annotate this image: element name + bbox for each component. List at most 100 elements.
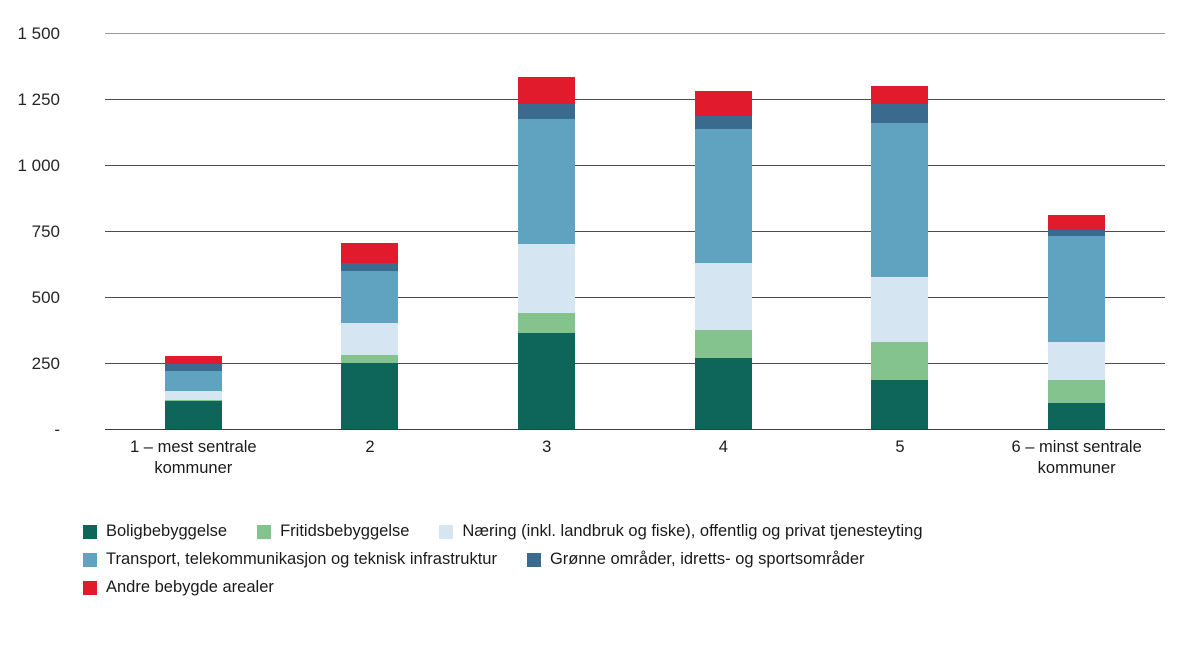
bar-segment — [518, 312, 576, 333]
bar-segment — [1048, 236, 1106, 342]
bar-segment — [1048, 402, 1106, 429]
bar-segment — [1048, 341, 1106, 381]
bar-segment — [871, 122, 929, 278]
bar-slot — [105, 33, 282, 429]
bar-slot — [282, 33, 459, 429]
bar-segment — [164, 390, 222, 400]
stacked-bar — [341, 242, 399, 429]
y-axis-tick-label: 750 — [31, 222, 60, 241]
bar-segment — [164, 364, 222, 371]
bar-segment — [694, 330, 752, 358]
y-axis-tick-label: 1 000 — [17, 156, 60, 175]
bar-segment — [871, 341, 929, 381]
bar-segment — [694, 262, 752, 331]
bar-segment — [164, 399, 222, 402]
chart-plot-wrapper: 1 500 1 250 1 000 750 500 250 - 1 – mest sentr… — [17, 25, 1165, 493]
bar-segment — [1048, 215, 1106, 230]
legend-swatch-icon — [526, 552, 541, 567]
bar-segment — [341, 363, 399, 429]
legend-row: Boligbebyggelse Fritidsbebyggelse Næring (… — [83, 522, 1183, 541]
bar-segment — [694, 129, 752, 263]
x-axis-category-label: 6 – minst sentrale kommuner — [988, 437, 1165, 480]
legend-item: Grønne områder, idretts- og sportsområde… — [526, 550, 865, 569]
legend-label: Boligbebyggelse — [106, 522, 228, 540]
legend-label: Transport, telekommunikasjon og teknisk … — [106, 550, 497, 568]
bar-slot — [458, 33, 635, 429]
bar-slot — [988, 33, 1165, 429]
gridline — [105, 99, 1165, 100]
bar-segment — [518, 332, 576, 429]
bar-segment — [341, 323, 399, 356]
stacked-bar — [1048, 215, 1106, 429]
gridline — [105, 33, 1165, 34]
x-axis-category-label: 3 — [458, 437, 635, 458]
legend-row: Andre bebygde arealer — [83, 578, 1183, 597]
bar-segment — [694, 357, 752, 429]
legend-swatch-icon — [83, 524, 97, 539]
legend-item: Transport, telekommunikasjon og teknisk … — [83, 550, 497, 569]
bar-segment — [518, 118, 576, 245]
y-axis-tick-label: 1 500 — [17, 24, 60, 43]
stacked-bar — [871, 85, 929, 429]
gridline — [105, 297, 1165, 298]
bar-segment — [341, 242, 399, 263]
bar-segment — [694, 116, 752, 130]
legend-item: Næring (inkl. landbruk og fiske), offent… — [439, 522, 923, 541]
bar-slot — [812, 33, 989, 429]
gridline — [105, 231, 1165, 232]
legend-label: Grønne områder, idretts- og sportsområde… — [549, 550, 865, 568]
plot-area: 1 500 1 250 1 000 750 500 250 - — [17, 25, 1165, 438]
legend-swatch-icon — [257, 524, 272, 539]
x-axis-labels: 1 – mest sentrale kommuner 2 3 4 5 6 – minst … — [105, 437, 1165, 493]
y-axis-tick-label: 500 — [31, 288, 60, 307]
bar-segment — [871, 85, 929, 105]
legend-label: Andre bebygde arealer — [106, 578, 274, 596]
legend-swatch-icon — [83, 552, 97, 567]
bar-segment — [871, 380, 929, 429]
bar-segment — [341, 270, 399, 324]
bar-segment — [341, 262, 399, 271]
legend-item: Fritidsbebyggelse — [257, 522, 409, 541]
gridline — [105, 429, 1165, 430]
legend-item: Boligbebyggelse — [83, 522, 227, 541]
x-axis-category-text: 6 – minst sentrale kommuner — [1011, 438, 1142, 478]
legend-label: Næring (inkl. landbruk og fiske), offent… — [462, 522, 923, 540]
x-axis-category-text: 4 — [718, 438, 728, 456]
stacked-bar — [164, 356, 222, 429]
bar-segment — [871, 277, 929, 342]
legend-row: Transport, telekommunikasjon og teknisk … — [83, 550, 1183, 569]
bar-segment — [164, 356, 222, 365]
y-axis-tick-label: - — [54, 420, 60, 439]
bar-segment — [694, 91, 752, 117]
gridline — [105, 363, 1165, 364]
stacked-bar — [694, 91, 752, 429]
legend-label: Fritidsbebyggelse — [280, 522, 410, 540]
bar-segment — [518, 104, 576, 119]
bar-segment — [164, 401, 222, 429]
bar-segment — [1048, 380, 1106, 403]
x-axis-category-label: 2 — [282, 437, 459, 458]
bar-segment — [518, 244, 576, 313]
legend: Boligbebyggelse Fritidsbebyggelse Næring (… — [83, 522, 1183, 597]
x-axis-category-label: 1 – mest sentrale kommuner — [105, 437, 282, 480]
gridline — [105, 165, 1165, 166]
x-axis-category-text: 3 — [542, 438, 552, 456]
x-axis-category-text: 1 – mest sentrale kommuner — [130, 438, 257, 478]
legend-swatch-icon — [439, 524, 454, 539]
bar-slot — [635, 33, 812, 429]
legend-swatch-icon — [83, 580, 97, 595]
x-axis-category-label: 4 — [635, 437, 812, 458]
bar-segment — [871, 104, 929, 123]
x-axis-category-text: 5 — [895, 438, 905, 456]
bar-segment — [164, 370, 222, 391]
legend-item: Andre bebygde arealer — [83, 578, 274, 597]
bar-segment — [1048, 229, 1106, 237]
bar-segment — [341, 355, 399, 363]
bar-segment — [518, 76, 576, 105]
y-axis-tick-label: 1 250 — [17, 90, 60, 109]
y-axis-tick-label: 250 — [31, 354, 60, 373]
stacked-bar — [518, 76, 576, 429]
x-axis-category-text: 2 — [365, 438, 375, 456]
x-axis-category-label: 5 — [812, 437, 989, 458]
